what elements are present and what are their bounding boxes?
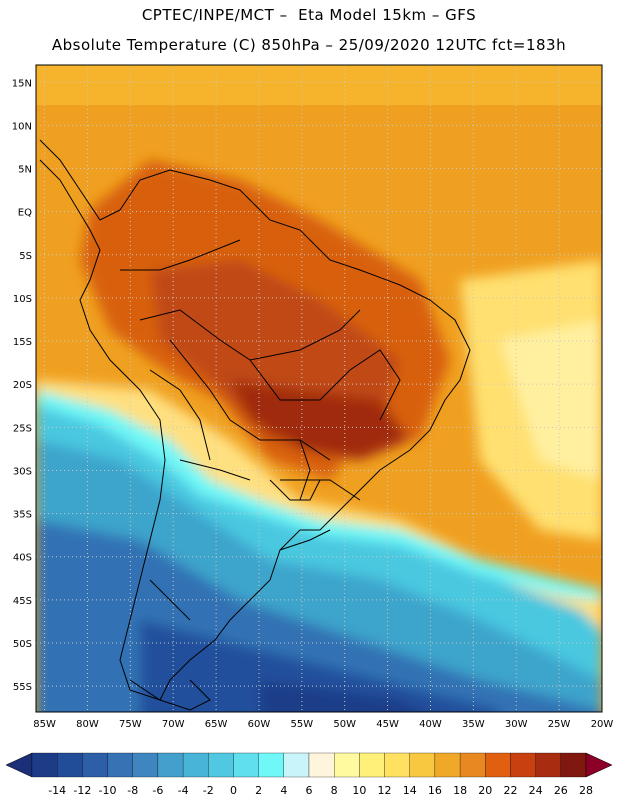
colorbar-swatch [57,752,83,778]
colorbar-swatch [334,752,360,778]
map-title-line2: Absolute Temperature (C) 850hPa – 25/09/… [51,36,567,54]
colorbar-label: 26 [554,784,568,797]
colorbar-label: 18 [453,784,467,797]
colorbar-label: 0 [230,784,237,797]
colorbar-label: 14 [403,784,417,797]
latitude-label: 35S [13,510,32,521]
colorbar-swatch [308,752,335,778]
colorbar-swatch [82,752,108,778]
longitude-label: 35W [462,719,485,730]
colorbar-label: -6 [152,784,163,797]
longitude-label: 45W [376,719,399,730]
colorbar-label: 28 [579,784,593,797]
colorbar: -14 -12 -10 -8 -6 -4 -2 0 2 4 6 8 10 12 14 16 18 20 22 24 26… [5,752,613,797]
latitude-label: 5N [18,165,32,176]
colorbar-swatch [31,752,58,778]
longitude-label: 75W [119,719,142,730]
colorbar-label: -2 [203,784,214,797]
latitude-label: 15S [13,337,32,348]
colorbar-swatch [459,752,486,778]
colorbar-swatch [157,752,184,778]
colorbar-swatch [258,752,284,778]
longitude-label: 55W [291,719,314,730]
latitude-labels: 15N 10N 5N EQ 5S 10S 15S 20S 25S 30S 35S 40S 45S 50S 5… [12,78,32,693]
colorbar-label: -10 [99,784,117,797]
colorbar-swatch [434,752,461,778]
colorbar-label: -8 [127,784,138,797]
latitude-label: 50S [13,639,32,650]
colorbar-label: 10 [352,784,366,797]
colorbar-label: 24 [529,784,543,797]
latitude-label: 10N [12,121,32,132]
longitude-label: 60W [248,719,271,730]
colorbar-label: 2 [255,784,262,797]
map-title-line1: CPTEC/INPE/MCT – Eta Model 15km – GFS [141,6,477,24]
colorbar-label: 8 [331,784,338,797]
colorbar-swatch [510,752,536,778]
colorbar-swatch [359,752,385,778]
colorbar-swatch [182,752,209,778]
longitude-label: 30W [505,719,528,730]
map-frame [35,64,603,713]
latitude-label: 10S [13,294,32,305]
latitude-label: 45S [13,596,32,607]
latitude-label: 30S [13,466,32,477]
latitude-label: EQ [18,208,32,219]
colorbar-swatches [31,752,587,778]
longitude-label: 80W [76,719,99,730]
latitude-label: 55S [13,682,32,693]
colorbar-swatch [409,752,436,778]
colorbar-swatch [560,752,587,778]
colorbar-label: 12 [378,784,392,797]
longitude-label: 20W [591,719,614,730]
latitude-label: 40S [13,553,32,564]
latitude-label: 15N [12,78,32,89]
colorbar-label: 6 [306,784,313,797]
temperature-map: 15N 10N 5N EQ 5S 10S 15S 20S 25S 30S 35S 40S 45S 50S 5… [12,64,613,730]
colorbar-high-arrow [585,752,613,778]
temperature-field [36,65,602,712]
colorbar-swatch [384,752,410,778]
colorbar-label: -4 [178,784,189,797]
longitude-label: 70W [162,719,185,730]
longitude-label: 25W [548,719,571,730]
longitude-label: 50W [333,719,356,730]
colorbar-label: 20 [478,784,492,797]
colorbar-swatch [132,752,159,778]
colorbar-swatch [208,752,234,778]
latitude-label: 5S [19,251,32,262]
colorbar-swatch [107,752,133,778]
colorbar-low-arrow [5,752,33,778]
colorbar-swatch [535,752,561,778]
colorbar-label: 4 [280,784,287,797]
longitude-label: 65W [205,719,228,730]
colorbar-label: 22 [503,784,517,797]
latitude-label: 25S [13,423,32,434]
colorbar-swatch [283,752,310,778]
longitude-label: 40W [419,719,442,730]
colorbar-labels: -14 -12 -10 -8 -6 -4 -2 0 2 4 6 8 10 12 14 16 18 20 22 24 26… [48,784,593,797]
colorbar-label: -12 [73,784,91,797]
latitude-label: 20S [13,380,32,391]
colorbar-swatch [485,752,511,778]
colorbar-label: 16 [428,784,442,797]
longitude-labels: 85W 80W 75W 70W 65W 60W 55W 50W 45W 40W 35W 30W 25W 2… [33,719,613,730]
longitude-label: 85W [33,719,56,730]
colorbar-label: -14 [48,784,66,797]
continent-outline [39,139,471,711]
colorbar-swatch [233,752,259,778]
